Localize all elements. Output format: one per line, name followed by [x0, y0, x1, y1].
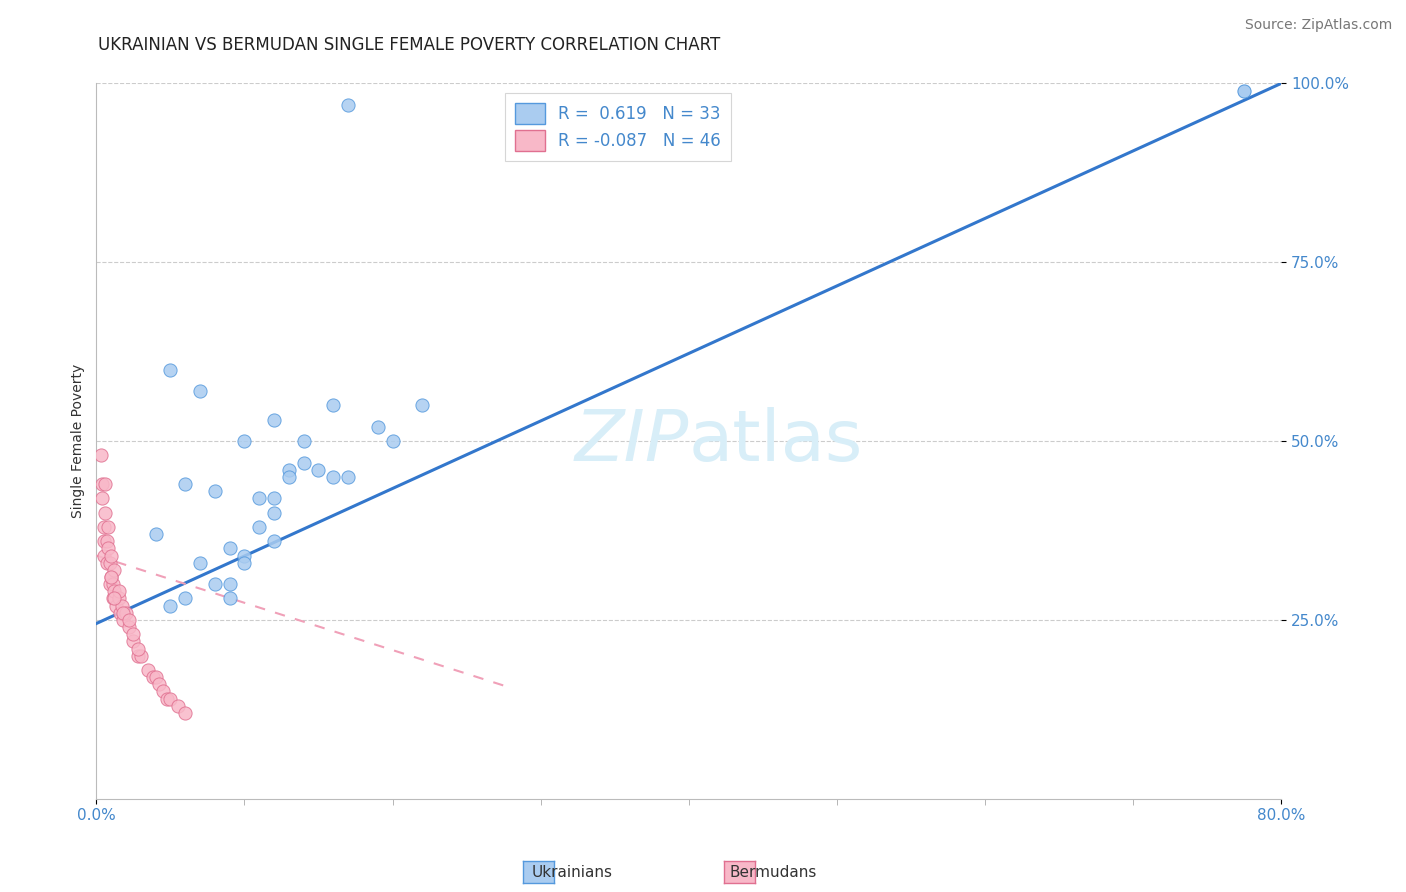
Point	[107, 591, 129, 606]
Point	[277, 470, 299, 484]
Point	[156, 691, 179, 706]
Point	[101, 577, 124, 591]
Text: Source: ZipAtlas.com: Source: ZipAtlas.com	[1244, 18, 1392, 32]
Point	[218, 541, 240, 556]
Point	[381, 434, 404, 449]
Point	[322, 398, 344, 412]
Point	[122, 634, 145, 648]
Point	[188, 556, 211, 570]
Point	[118, 613, 141, 627]
Text: Ukrainians: Ukrainians	[531, 865, 613, 880]
Point	[159, 362, 181, 376]
Point	[233, 556, 256, 570]
Point	[107, 584, 129, 599]
Point	[322, 470, 344, 484]
Point	[233, 434, 256, 449]
Point	[100, 570, 122, 584]
Point	[103, 591, 125, 606]
Point	[110, 599, 132, 613]
Text: UKRAINIAN VS BERMUDAN SINGLE FEMALE POVERTY CORRELATION CHART: UKRAINIAN VS BERMUDAN SINGLE FEMALE POVE…	[98, 36, 721, 54]
Point	[174, 591, 197, 606]
Point	[367, 419, 389, 434]
Point	[145, 527, 167, 541]
Point	[103, 584, 125, 599]
Point	[97, 520, 120, 534]
Legend: R =  0.619   N = 33, R = -0.087   N = 46: R = 0.619 N = 33, R = -0.087 N = 46	[505, 93, 731, 161]
Point	[159, 599, 181, 613]
Point	[292, 456, 315, 470]
Point	[166, 698, 188, 713]
Point	[100, 549, 122, 563]
Point	[204, 484, 226, 499]
Point	[204, 577, 226, 591]
Point	[104, 599, 127, 613]
Point	[263, 491, 285, 506]
Point	[159, 691, 181, 706]
Point	[96, 534, 118, 549]
Point	[218, 577, 240, 591]
Point	[277, 463, 299, 477]
Point	[96, 556, 118, 570]
Text: Bermudans: Bermudans	[730, 865, 817, 880]
Point	[127, 641, 149, 656]
Point	[118, 620, 141, 634]
Point	[108, 606, 131, 620]
Point	[111, 606, 134, 620]
Point	[308, 463, 330, 477]
Point	[188, 384, 211, 398]
Y-axis label: Single Female Poverty: Single Female Poverty	[72, 364, 86, 518]
Point	[91, 491, 114, 506]
Point	[98, 556, 121, 570]
Point	[94, 506, 117, 520]
Point	[174, 706, 197, 720]
Point	[174, 477, 197, 491]
Point	[152, 684, 174, 698]
Point	[136, 663, 159, 677]
Point	[93, 549, 115, 563]
Point	[129, 648, 152, 663]
Point	[247, 520, 270, 534]
Point	[1233, 84, 1256, 98]
Point	[94, 477, 117, 491]
Point	[337, 470, 360, 484]
Point	[103, 563, 125, 577]
Point	[411, 398, 433, 412]
Point	[247, 491, 270, 506]
Point	[263, 412, 285, 426]
Point	[100, 570, 122, 584]
Point	[111, 613, 134, 627]
Point	[122, 627, 145, 641]
Point	[98, 577, 121, 591]
Point	[91, 477, 114, 491]
Point	[292, 434, 315, 449]
Text: atlas: atlas	[689, 407, 863, 475]
Point	[142, 670, 165, 684]
Point	[127, 648, 149, 663]
Point	[145, 670, 167, 684]
Point	[90, 449, 112, 463]
Point	[263, 534, 285, 549]
Point	[97, 541, 120, 556]
Point	[115, 606, 138, 620]
Point	[148, 677, 170, 691]
Point	[263, 506, 285, 520]
Point	[337, 98, 360, 112]
Point	[101, 591, 124, 606]
Point	[218, 591, 240, 606]
Point	[93, 520, 115, 534]
Point	[233, 549, 256, 563]
Text: ZIP: ZIP	[574, 407, 689, 475]
Point	[93, 534, 115, 549]
